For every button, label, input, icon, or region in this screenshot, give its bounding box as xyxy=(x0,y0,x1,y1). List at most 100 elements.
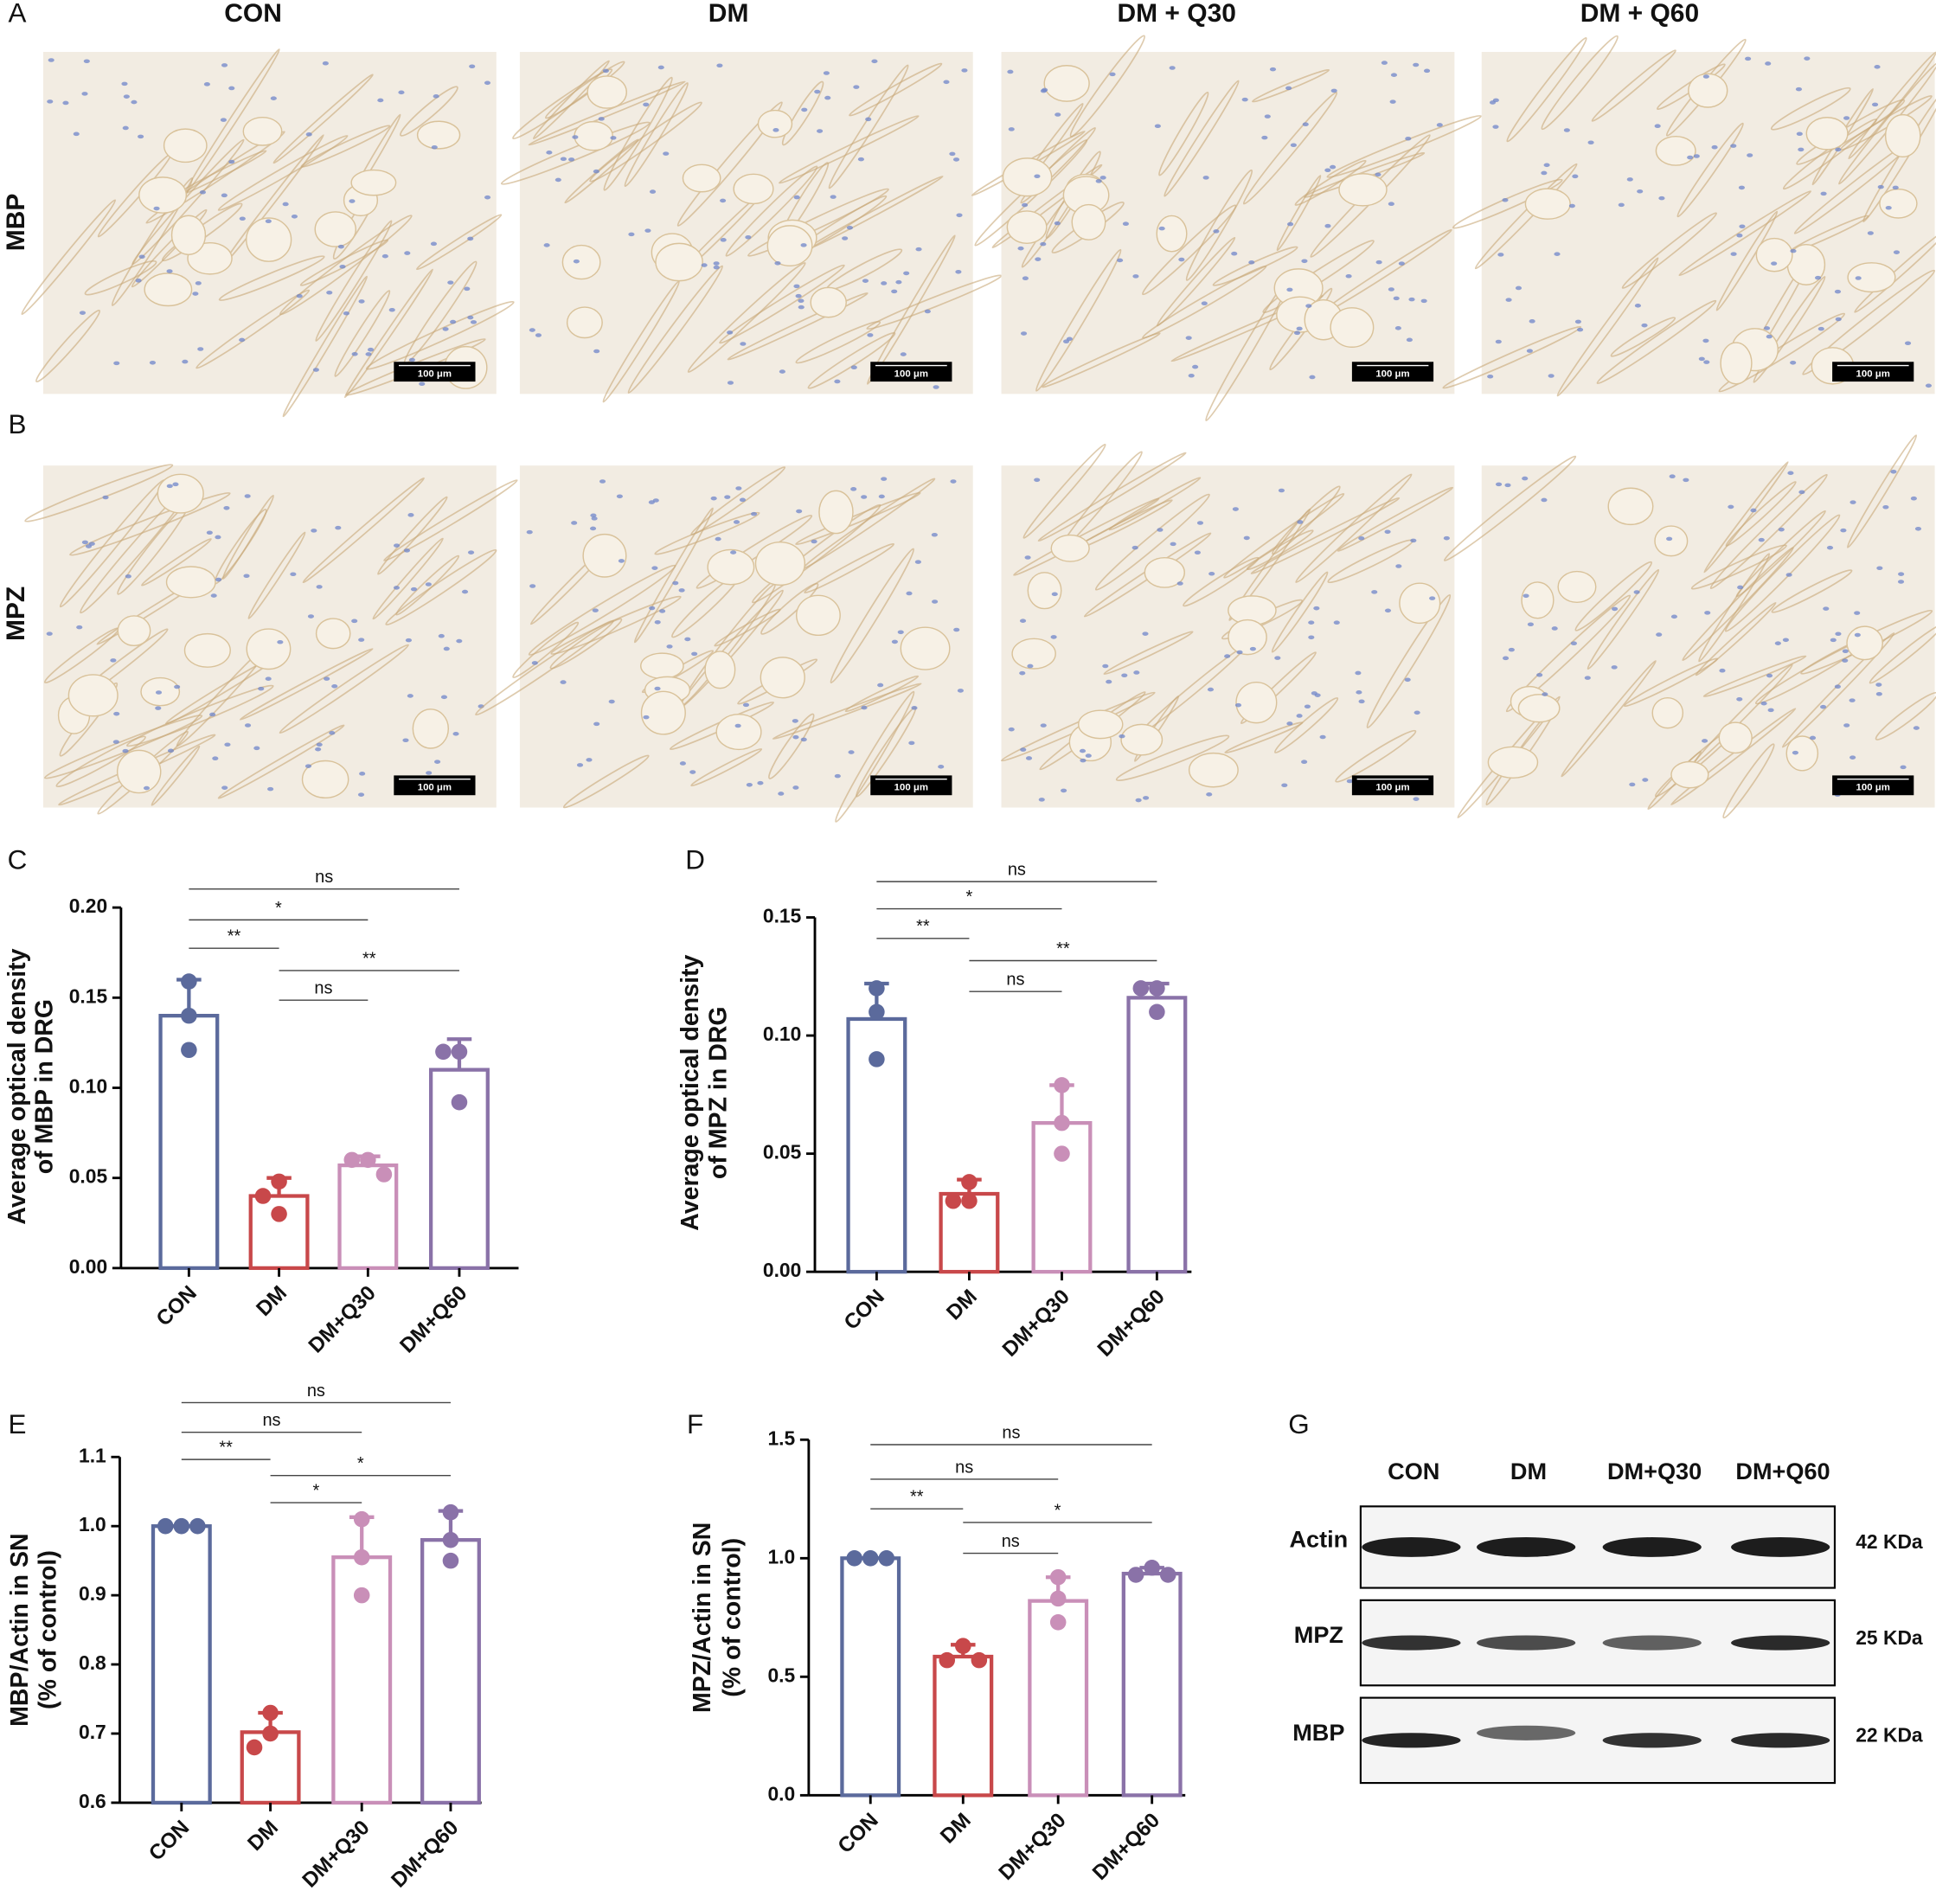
fiber xyxy=(1271,571,1329,653)
nucleus xyxy=(867,333,874,337)
data-point xyxy=(1049,1614,1067,1631)
nucleus xyxy=(343,311,349,316)
fiber xyxy=(1022,443,1106,539)
fiber xyxy=(383,479,518,561)
nucleus xyxy=(46,631,53,636)
nucleus xyxy=(1290,143,1297,148)
nucleus xyxy=(689,770,696,774)
scale-bar xyxy=(870,362,952,382)
nucleus xyxy=(469,64,476,69)
nucleus xyxy=(535,333,542,337)
data-point xyxy=(181,1007,197,1024)
nucleus xyxy=(221,193,228,198)
nucleus xyxy=(153,206,160,211)
nucleus xyxy=(1170,542,1176,547)
fiber xyxy=(1709,473,1828,590)
nucleus xyxy=(76,625,83,630)
nucleus xyxy=(720,198,727,203)
nucleus xyxy=(924,309,931,314)
fiber xyxy=(1142,204,1237,296)
nucleus xyxy=(1790,248,1797,253)
nucleus xyxy=(903,271,910,276)
nucleus xyxy=(393,586,401,590)
bar xyxy=(933,1654,994,1798)
fiber xyxy=(830,548,915,684)
nucleus xyxy=(1790,361,1797,365)
cell xyxy=(1006,210,1048,245)
fiber xyxy=(69,491,231,556)
nucleus xyxy=(1261,135,1268,140)
cell xyxy=(1027,572,1062,610)
nucleus xyxy=(1333,620,1340,625)
nucleus xyxy=(484,80,491,86)
nucleus xyxy=(456,638,463,644)
y-tick-label: 0.15 xyxy=(69,984,108,1007)
nucleus xyxy=(258,686,265,691)
significance-label: ns xyxy=(315,868,333,887)
nucleus xyxy=(861,705,868,710)
nucleus xyxy=(1264,114,1271,119)
nucleus xyxy=(339,265,346,269)
nucleus xyxy=(734,723,741,728)
nucleus xyxy=(1782,638,1789,643)
nucleus xyxy=(955,270,962,274)
cell xyxy=(1011,638,1056,670)
nucleus xyxy=(407,694,413,698)
nucleus xyxy=(1022,276,1029,280)
data-point xyxy=(1054,1145,1070,1162)
nucleus xyxy=(1286,721,1293,726)
nucleus xyxy=(1758,537,1765,542)
nucleus xyxy=(223,506,230,510)
nucleus xyxy=(560,157,567,162)
bar xyxy=(420,1538,481,1805)
data-point xyxy=(1049,1568,1067,1586)
nucleus xyxy=(657,65,664,70)
x-tick-label: CON xyxy=(840,1285,889,1335)
nucleus xyxy=(1702,74,1709,79)
nucleus xyxy=(1843,723,1850,728)
fiber xyxy=(1561,660,1657,778)
nucleus xyxy=(654,619,661,625)
cell xyxy=(587,75,627,109)
fiber xyxy=(760,582,819,635)
data-point xyxy=(451,1093,468,1111)
data-point xyxy=(1132,980,1150,997)
fiber xyxy=(719,264,845,344)
nucleus xyxy=(1019,619,1027,623)
nucleus xyxy=(730,550,737,555)
nucleus xyxy=(672,580,679,586)
nucleus xyxy=(1728,504,1734,510)
fiber xyxy=(751,503,881,604)
nucleus xyxy=(1641,323,1648,328)
cell xyxy=(416,120,461,150)
fiber xyxy=(747,188,889,257)
nucleus xyxy=(1243,535,1250,541)
nucleus xyxy=(265,219,272,223)
y-axis-label: MBP/Actin in SN xyxy=(6,1533,34,1727)
cell xyxy=(183,632,231,668)
significance-label: ** xyxy=(910,1488,924,1507)
nucleus xyxy=(1241,97,1248,102)
nucleus xyxy=(393,543,401,548)
nucleus xyxy=(745,235,752,240)
nucleus xyxy=(1020,331,1028,336)
nucleus xyxy=(1330,164,1337,170)
fiber xyxy=(1875,691,1936,740)
nucleus xyxy=(1687,155,1694,160)
cell xyxy=(1524,188,1571,220)
nucleus xyxy=(586,758,593,762)
nucleus xyxy=(351,352,358,356)
nucleus xyxy=(138,254,145,260)
cell xyxy=(242,116,283,146)
nucleus xyxy=(315,747,322,752)
nucleus xyxy=(1358,699,1365,704)
data-point xyxy=(961,1174,978,1190)
fiber xyxy=(272,74,374,164)
nucleus xyxy=(1007,69,1014,74)
scale-bar-label: 100 μm xyxy=(1856,783,1890,793)
nucleus xyxy=(172,482,179,487)
significance-label: ns xyxy=(307,1382,325,1401)
data-point xyxy=(939,1651,956,1669)
nucleus xyxy=(122,748,129,753)
fiber xyxy=(768,713,815,779)
